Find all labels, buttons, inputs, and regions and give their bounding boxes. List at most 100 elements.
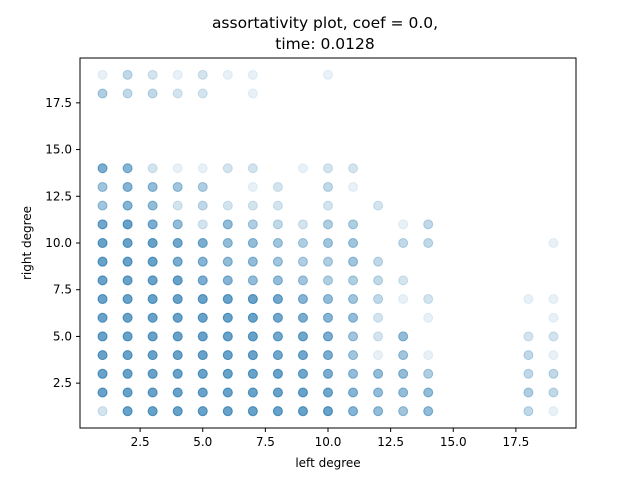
data-point (197, 387, 208, 398)
data-point (222, 312, 233, 323)
data-point (423, 406, 434, 417)
data-point (297, 350, 308, 361)
data-point (548, 331, 559, 342)
data-point (323, 312, 333, 323)
data-point (247, 387, 258, 398)
data-point (222, 350, 233, 361)
data-point (197, 275, 208, 286)
data-point (297, 406, 308, 417)
data-point (297, 387, 308, 398)
data-point (147, 331, 158, 342)
data-point (122, 163, 133, 174)
data-point (398, 387, 409, 398)
data-point (297, 294, 308, 305)
data-point (172, 256, 183, 267)
data-point (97, 331, 108, 342)
data-point (197, 350, 208, 361)
data-point (373, 406, 384, 417)
data-point (272, 294, 283, 305)
data-point (222, 312, 233, 323)
data-point (147, 331, 158, 342)
data-point (398, 406, 409, 417)
data-point (172, 275, 183, 286)
data-point (272, 350, 283, 361)
data-point (247, 163, 258, 174)
data-point (97, 312, 108, 323)
data-point (222, 331, 233, 342)
data-point (247, 387, 258, 398)
data-point (297, 275, 308, 286)
data-point (222, 368, 233, 379)
data-point (323, 331, 333, 342)
data-point (172, 256, 183, 267)
data-point (247, 294, 258, 305)
data-point (97, 312, 108, 323)
data-point (272, 368, 283, 379)
data-point (122, 238, 133, 248)
data-point (247, 350, 258, 361)
data-point (222, 368, 233, 379)
data-point (122, 331, 133, 342)
data-point (297, 275, 308, 286)
data-point (172, 312, 183, 323)
data-point (122, 163, 133, 174)
data-point (172, 350, 183, 361)
data-point (197, 294, 208, 305)
data-point (97, 331, 108, 342)
data-point (97, 275, 108, 286)
data-point (97, 294, 108, 305)
data-point (297, 387, 308, 398)
data-point (272, 387, 283, 398)
data-point (197, 200, 208, 211)
data-point (222, 219, 233, 230)
data-point (247, 163, 258, 174)
data-point (297, 350, 308, 361)
data-point (272, 368, 283, 379)
data-point (147, 350, 158, 361)
data-point (172, 238, 183, 248)
data-point (222, 387, 233, 398)
data-point (147, 181, 158, 192)
data-point (272, 331, 283, 342)
data-point (222, 238, 233, 248)
data-point (247, 238, 258, 248)
data-point (348, 275, 359, 286)
y-tick-label: 12.5 (45, 189, 72, 203)
data-point (122, 294, 133, 305)
data-point (97, 88, 108, 99)
data-point (272, 312, 283, 323)
data-point (398, 331, 409, 342)
data-point (172, 406, 183, 417)
data-point (97, 238, 108, 248)
data-point (247, 331, 258, 342)
data-point (272, 275, 283, 286)
data-point (398, 238, 409, 248)
data-point (323, 350, 333, 361)
data-point (398, 294, 409, 305)
data-point (348, 387, 359, 398)
data-point (122, 387, 133, 398)
data-point (197, 350, 208, 361)
data-point (147, 238, 158, 248)
data-point (373, 294, 384, 305)
data-point (297, 238, 308, 248)
data-point (247, 331, 258, 342)
data-point (272, 256, 283, 267)
data-point (297, 238, 308, 248)
data-point (97, 312, 108, 323)
data-point (147, 256, 158, 267)
data-point (297, 368, 308, 379)
data-point (348, 368, 359, 379)
data-point (122, 219, 133, 230)
data-point (147, 219, 158, 230)
data-point (272, 294, 283, 305)
data-point (297, 350, 308, 361)
data-point (97, 238, 108, 248)
data-point (247, 181, 258, 192)
data-point (172, 181, 183, 192)
x-tick-label: 12.5 (377, 435, 404, 449)
data-point (323, 406, 333, 417)
data-point (147, 275, 158, 286)
data-point (122, 256, 133, 267)
data-point (122, 69, 133, 80)
